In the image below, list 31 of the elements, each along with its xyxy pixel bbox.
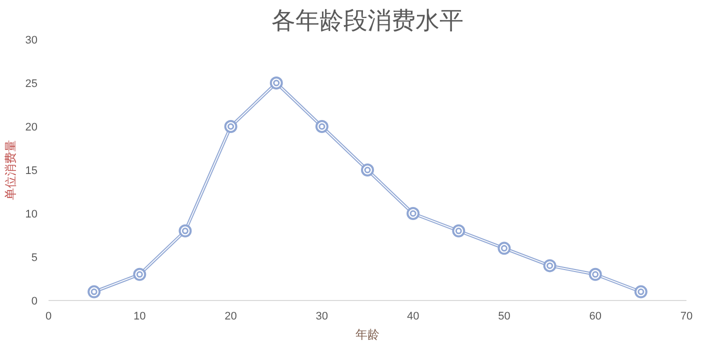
x-tick-label: 20 [224, 310, 237, 322]
point [406, 207, 420, 220]
y-axis-title: 单位消费量 [3, 140, 18, 200]
point [178, 224, 192, 238]
y-tick-label: 15 [25, 165, 38, 177]
point [224, 120, 238, 133]
point [88, 285, 101, 298]
y-tick-label: 30 [25, 34, 38, 46]
point [543, 259, 556, 272]
point [270, 76, 283, 90]
x-tick-label: 10 [134, 310, 146, 322]
x-tick-label: 60 [589, 310, 602, 322]
x-tick-label: 40 [406, 310, 420, 322]
point [315, 120, 328, 133]
chart-title: 各年龄段消费水平 [272, 8, 464, 34]
y-tick-label: 5 [31, 252, 38, 264]
point [588, 268, 602, 281]
point [452, 224, 466, 238]
y-tick-label: 0 [31, 296, 38, 308]
x-tick-label: 70 [680, 310, 693, 322]
point [361, 164, 374, 176]
x-axis-title: 年龄 [356, 328, 380, 342]
x-tick-label: 50 [498, 310, 510, 322]
point [634, 285, 648, 298]
y-tick-label: 20 [25, 122, 38, 134]
point [133, 268, 146, 281]
y-tick-label: 25 [25, 78, 38, 90]
point [498, 242, 511, 255]
y-tick-label: 10 [25, 208, 38, 220]
x-tick-label: 30 [316, 310, 328, 322]
x-tick-label: 0 [45, 310, 52, 322]
